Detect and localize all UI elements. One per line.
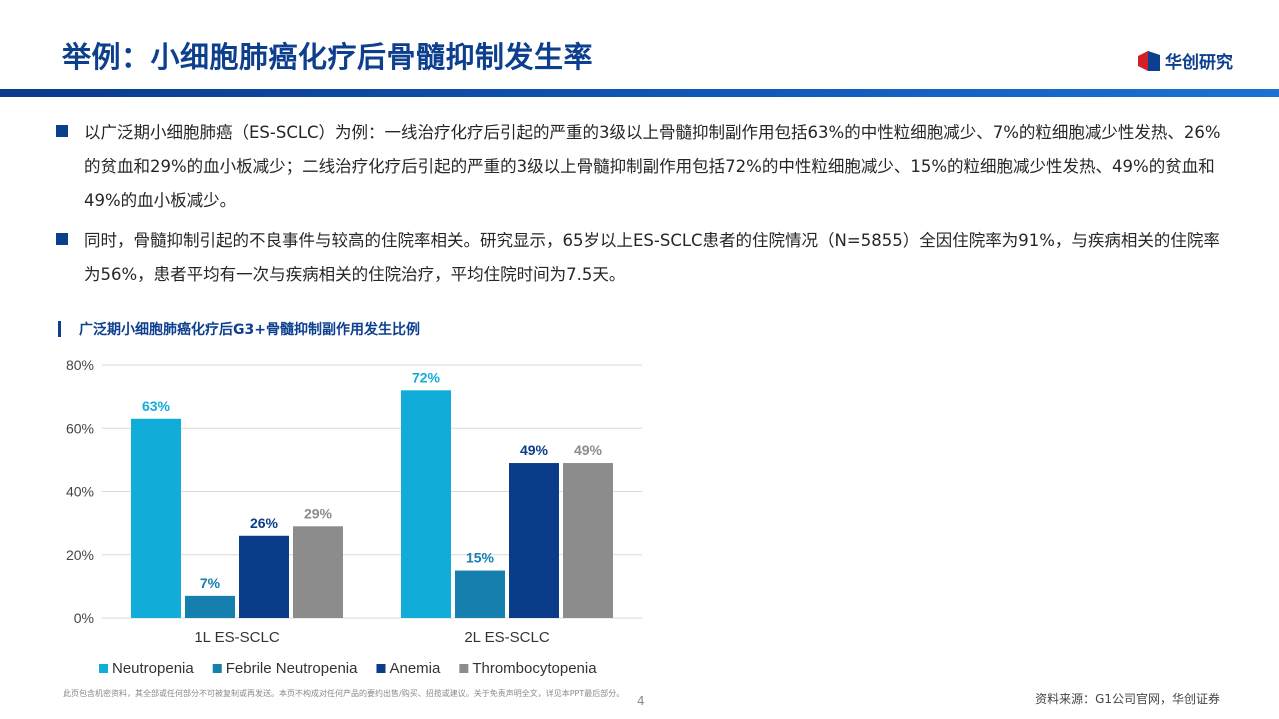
x-tick-label: 2L ES-SCLC [464,629,549,646]
bar [401,390,451,618]
logo-text: 华创研究 [1165,53,1233,73]
chart-title-text: 广泛期小细胞肺癌化疗后G3+骨髓抑制副作用发生比例 [79,322,420,338]
page-number: 4 [637,694,645,708]
legend-swatch [459,664,469,673]
y-tick-label: 60% [66,420,94,436]
legend-label: Anemia [389,660,441,677]
legend-label: Febrile Neutropenia [226,660,358,677]
page-title: 举例：小细胞肺癌化疗后骨髓抑制发生率 [62,40,594,74]
bar [131,418,181,618]
bullet-square-icon [56,125,68,137]
bullet-text: 同时，骨髓抑制引起的不良事件与较高的住院率相关。研究显示，65岁以上ES-SCL… [84,231,1220,284]
data-label: 49% [574,442,603,458]
bullet-square-icon [56,233,68,245]
y-tick-label: 20% [66,547,94,563]
y-tick-label: 0% [74,610,94,626]
data-label: 29% [304,505,333,521]
legend-label: Thrombocytopenia [472,660,597,677]
bullet-item: 同时，骨髓抑制引起的不良事件与较高的住院率相关。研究显示，65岁以上ES-SCL… [56,224,1226,292]
company-logo: 华创研究 [1138,48,1233,73]
x-tick-label: 1L ES-SCLC [194,629,279,646]
bar [455,570,505,618]
legend-swatch [376,664,386,673]
legend-swatch [212,664,222,673]
data-label: 7% [200,575,221,591]
bar [509,463,559,618]
data-label: 63% [142,398,171,414]
logo-mark-icon [1138,50,1160,71]
bar-chart: 0% 20% 40% 60% 80% 63% 7% 26% 29% 1L ES-SCLC 72% 15… [66,357,642,677]
data-label: 49% [520,442,549,458]
source-note: 资料来源：G1公司官网，华创证券 [1035,692,1220,706]
chart-title: 广泛期小细胞肺癌化疗后G3+骨髓抑制副作用发生比例 [58,319,420,339]
data-label: 26% [250,515,279,531]
bar [185,595,235,618]
bullet-list: 以广泛期小细胞肺癌（ES-SCLC）为例：一线治疗化疗后引起的严重的3级以上骨髓… [56,116,1226,298]
header-divider [0,89,1279,97]
chart-title-marker [58,321,61,337]
legend-label: Neutropenia [112,660,194,677]
bar [563,463,613,618]
data-label: 72% [412,369,441,385]
disclaimer-text: 此页包含机密资料，其全部或任何部分不可被复制或再发送。本页不构成对任何产品的要约… [63,689,625,698]
bar [293,526,343,618]
y-tick-label: 80% [66,357,94,373]
bullet-item: 以广泛期小细胞肺癌（ES-SCLC）为例：一线治疗化疗后引起的严重的3级以上骨髓… [56,116,1226,218]
y-tick-label: 40% [66,484,94,500]
legend-swatch [99,664,108,673]
bar [239,535,289,618]
data-label: 15% [466,550,495,566]
bullet-text: 以广泛期小细胞肺癌（ES-SCLC）为例：一线治疗化疗后引起的严重的3级以上骨髓… [84,123,1221,210]
